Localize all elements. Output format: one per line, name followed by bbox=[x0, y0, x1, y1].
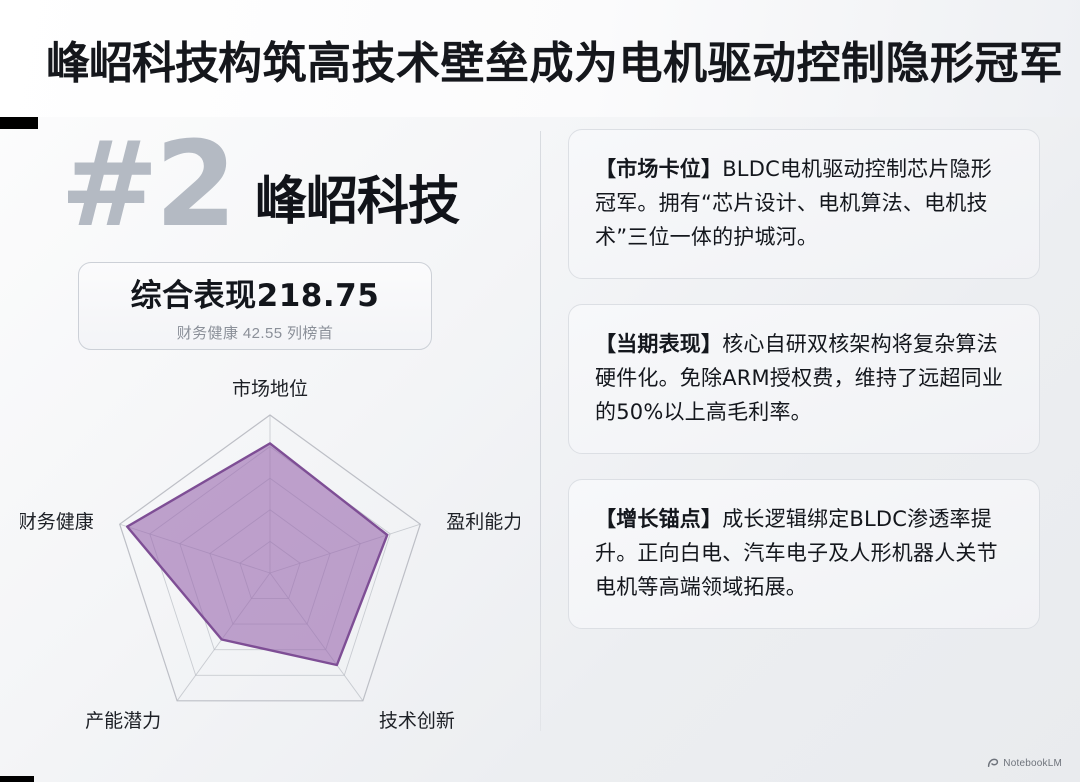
insight-card-text: 【市场卡位】BLDC电机驱动控制芯片隐形冠军。拥有“芯片设计、电机算法、电机技术… bbox=[595, 152, 1013, 254]
slide-body: #2 峰岹科技 综合表现218.75 财务健康 42.55 列榜首 市场地位盈利… bbox=[0, 117, 1080, 782]
radar-axis-label: 产能潜力 bbox=[85, 710, 161, 732]
score-card: 综合表现218.75 财务健康 42.55 列榜首 bbox=[78, 262, 432, 350]
insight-card-body: 核心自研双核架构将复杂算法硬件化。免除ARM授权费，维持了远超同业的50%以上高… bbox=[595, 332, 1004, 425]
insight-card-text: 【增长锚点】成长逻辑绑定BLDC渗透率提升。正向白电、汽车电子及人形机器人关节电… bbox=[595, 502, 1013, 604]
insight-card-body: BLDC电机驱动控制芯片隐形冠军。拥有“芯片设计、电机算法、电机技术”三位一体的… bbox=[595, 157, 992, 250]
rank-number: #2 bbox=[60, 115, 237, 253]
left-column: #2 峰岹科技 综合表现218.75 财务健康 42.55 列榜首 市场地位盈利… bbox=[0, 117, 540, 782]
score-label: 综合表现 bbox=[130, 277, 257, 313]
slide-header: 峰岹科技构筑高技术壁垒成为电机驱动控制隐形冠军 bbox=[0, 0, 1080, 117]
letterbox-bar-mid-left bbox=[0, 117, 38, 129]
radar-axis-label: 财务健康 bbox=[20, 511, 94, 533]
radar-series-polygon bbox=[125, 442, 389, 667]
notebooklm-label: NotebookLM bbox=[1003, 757, 1062, 769]
insight-card-list: 【市场卡位】BLDC电机驱动控制芯片隐形冠军。拥有“芯片设计、电机算法、电机技术… bbox=[568, 129, 1040, 654]
score-subtext: 财务健康 42.55 列榜首 bbox=[176, 324, 334, 342]
radar-axis-label: 技术创新 bbox=[379, 710, 455, 732]
insight-card: 【市场卡位】BLDC电机驱动控制芯片隐形冠军。拥有“芯片设计、电机算法、电机技术… bbox=[568, 129, 1040, 280]
radar-chart: 市场地位盈利能力技术创新 产能潜力 财务健康 bbox=[20, 377, 520, 777]
radar-grid-ring bbox=[118, 414, 422, 702]
right-column: 【市场卡位】BLDC电机驱动控制芯片隐形冠军。拥有“芯片设计、电机算法、电机技术… bbox=[540, 117, 1080, 782]
score-main-line: 综合表现218.75 bbox=[131, 270, 380, 315]
notebooklm-watermark: NotebookLM bbox=[987, 757, 1062, 769]
insight-card-tag: 【增长锚点】 bbox=[595, 507, 723, 532]
insight-card-body: 成长逻辑绑定BLDC渗透率提升。正向白电、汽车电子及人形机器人关节电机等高端领域… bbox=[595, 507, 998, 600]
rank-row: #2 峰岹科技 bbox=[60, 115, 460, 253]
page-title-rest: 构筑高技术壁垒成为电机驱动控制隐形冠军 bbox=[218, 38, 1064, 88]
insight-card-tag: 【市场卡位】 bbox=[595, 157, 723, 181]
insight-card: 【增长锚点】成长逻辑绑定BLDC渗透率提升。正向白电、汽车电子及人形机器人关节电… bbox=[568, 479, 1040, 630]
score-value: 218.75 bbox=[256, 277, 380, 314]
radar-axis-label: 盈利能力 bbox=[446, 511, 520, 533]
page-title-brand: 峰岹科技 bbox=[46, 37, 219, 89]
insight-card: 【当期表现】核心自研双核架构将复杂算法硬件化。免除ARM授权费，维持了远超同业的… bbox=[568, 304, 1040, 455]
notebooklm-icon bbox=[988, 758, 999, 767]
column-divider bbox=[540, 131, 541, 731]
radar-axis-label: 市场地位 bbox=[232, 378, 308, 400]
company-name: 峰岹科技 bbox=[254, 172, 460, 232]
letterbox-bar-bottom-left bbox=[0, 776, 34, 782]
page-title: 峰岹科技构筑高技术壁垒成为电机驱动控制隐形冠军 bbox=[46, 27, 1064, 91]
insight-card-text: 【当期表现】核心自研双核架构将复杂算法硬件化。免除ARM授权费，维持了远超同业的… bbox=[595, 327, 1013, 429]
insight-card-tag: 【当期表现】 bbox=[595, 332, 723, 357]
